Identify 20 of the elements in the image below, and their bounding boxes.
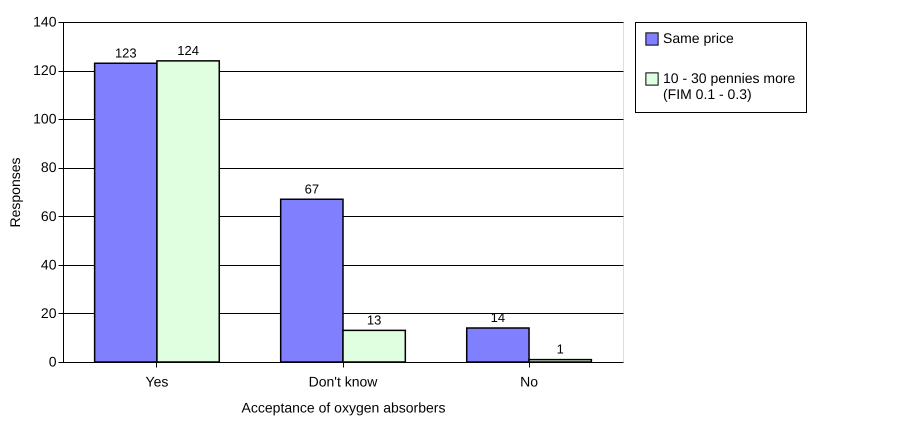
x-tick-label: No <box>520 374 538 390</box>
legend-label: 10 - 30 pennies more (FIM 0.1 - 0.3) <box>663 70 796 102</box>
y-tick-label: 120 <box>33 62 57 78</box>
y-tick-label: 20 <box>40 304 57 321</box>
data-label: 124 <box>177 42 199 58</box>
data-label: 1 <box>556 342 564 357</box>
y-tick-label: 80 <box>40 159 57 176</box>
data-label: 123 <box>114 45 137 60</box>
legend-label: Same price <box>663 30 734 46</box>
x-tick-label: Don't know <box>308 374 378 390</box>
data-label: 67 <box>304 181 320 196</box>
x-axis-title: Acceptance of oxygen absorbers <box>242 400 446 416</box>
y-tick-label: 40 <box>40 256 57 272</box>
y-tick-label: 140 <box>33 14 57 30</box>
y-tick-label: 100 <box>33 110 57 127</box>
data-label: 13 <box>366 312 382 328</box>
y-tick-label: 0 <box>48 354 57 370</box>
x-tick-label: Yes <box>146 374 168 390</box>
y-tick-label: 60 <box>40 208 57 224</box>
y-axis-title: Responses <box>7 157 24 228</box>
